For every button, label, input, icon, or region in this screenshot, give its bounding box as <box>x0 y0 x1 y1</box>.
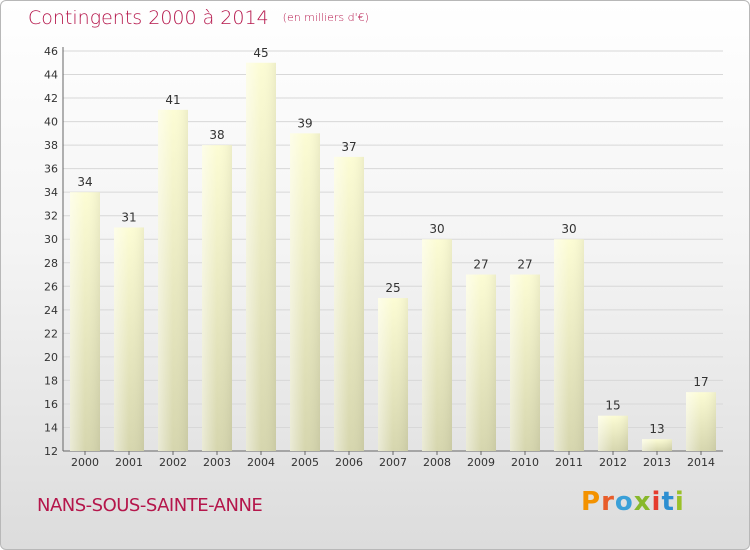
data-label: 25 <box>385 281 400 295</box>
y-tick-label: 22 <box>44 327 58 340</box>
data-label: 34 <box>77 175 92 189</box>
x-tick-label: 2006 <box>335 456 363 469</box>
x-tick-label: 2008 <box>423 456 451 469</box>
x-tick-label: 2004 <box>247 456 275 469</box>
bar-shade <box>554 239 584 451</box>
x-tick-label: 2007 <box>379 456 407 469</box>
data-label: 45 <box>253 46 268 60</box>
x-tick-label: 2014 <box>687 456 715 469</box>
bar-shade <box>466 274 496 451</box>
x-tick-label: 2009 <box>467 456 495 469</box>
y-tick-label: 40 <box>44 116 58 129</box>
y-tick-label: 16 <box>44 398 58 411</box>
x-tick-label: 2012 <box>599 456 627 469</box>
data-label: 15 <box>605 399 620 413</box>
bar-shade <box>70 192 100 452</box>
bar-shade <box>598 415 628 451</box>
y-tick-label: 44 <box>44 69 58 82</box>
y-tick-label: 42 <box>44 92 58 105</box>
y-tick-label: 20 <box>44 351 58 364</box>
bar-shade <box>246 62 276 451</box>
bar-shade <box>510 274 540 451</box>
y-tick-label: 46 <box>44 45 58 58</box>
bar-shade <box>114 227 144 451</box>
logo-letter: t <box>661 487 675 517</box>
x-tick-label: 2013 <box>643 456 671 469</box>
y-tick-label: 18 <box>44 374 58 387</box>
chart-title-text: Contingents 2000 à 2014 <box>28 7 269 29</box>
data-label: 31 <box>121 210 136 224</box>
y-tick-label: 24 <box>44 304 58 317</box>
y-tick-label: 30 <box>44 233 58 246</box>
x-tick-label: 2001 <box>115 456 143 469</box>
data-label: 41 <box>165 93 180 107</box>
logo-letter: i <box>674 487 685 517</box>
data-label: 30 <box>561 222 576 236</box>
bar-shade <box>422 239 452 451</box>
y-tick-label: 12 <box>44 445 58 458</box>
y-tick-label: 28 <box>44 257 58 270</box>
bar-shade <box>158 109 188 451</box>
data-label: 27 <box>473 258 488 272</box>
logo-letter: x <box>633 487 652 517</box>
proxiti-logo: Proxiti <box>581 487 685 517</box>
y-tick-label: 32 <box>44 210 58 223</box>
x-tick-label: 2002 <box>159 456 187 469</box>
chart-subtitle: (en milliers d'€) <box>282 11 369 24</box>
data-label: 13 <box>649 422 664 436</box>
bar-shade <box>686 392 716 451</box>
x-tick-label: 2003 <box>203 456 231 469</box>
data-label: 37 <box>341 140 356 154</box>
y-tick-label: 34 <box>44 186 58 199</box>
x-tick-label: 2005 <box>291 456 319 469</box>
logo-letter: P <box>581 487 602 517</box>
logo-letter: r <box>601 487 615 517</box>
commune-name: NANS-SOUS-SAINTE-ANNE <box>37 495 263 516</box>
y-tick-label: 38 <box>44 139 58 152</box>
chart-title: Contingents 2000 à 2014 (en milliers d'€) <box>28 7 369 29</box>
y-tick-label: 26 <box>44 280 58 293</box>
x-tick-label: 2000 <box>71 456 99 469</box>
data-label: 38 <box>209 128 224 142</box>
data-label: 27 <box>517 258 532 272</box>
bar-shade <box>642 439 672 451</box>
x-tick-label: 2011 <box>555 456 583 469</box>
bar-shade <box>202 145 232 451</box>
data-label: 30 <box>429 222 444 236</box>
bar-shade <box>378 298 408 451</box>
data-label: 17 <box>693 375 708 389</box>
bar-shade <box>290 133 320 451</box>
y-tick-label: 36 <box>44 163 58 176</box>
logo-letter: i <box>651 487 662 517</box>
x-tick-label: 2010 <box>511 456 539 469</box>
bar-shade <box>334 156 364 451</box>
y-tick-label: 14 <box>44 421 58 434</box>
logo-letter: o <box>614 487 634 517</box>
data-label: 39 <box>297 116 312 130</box>
